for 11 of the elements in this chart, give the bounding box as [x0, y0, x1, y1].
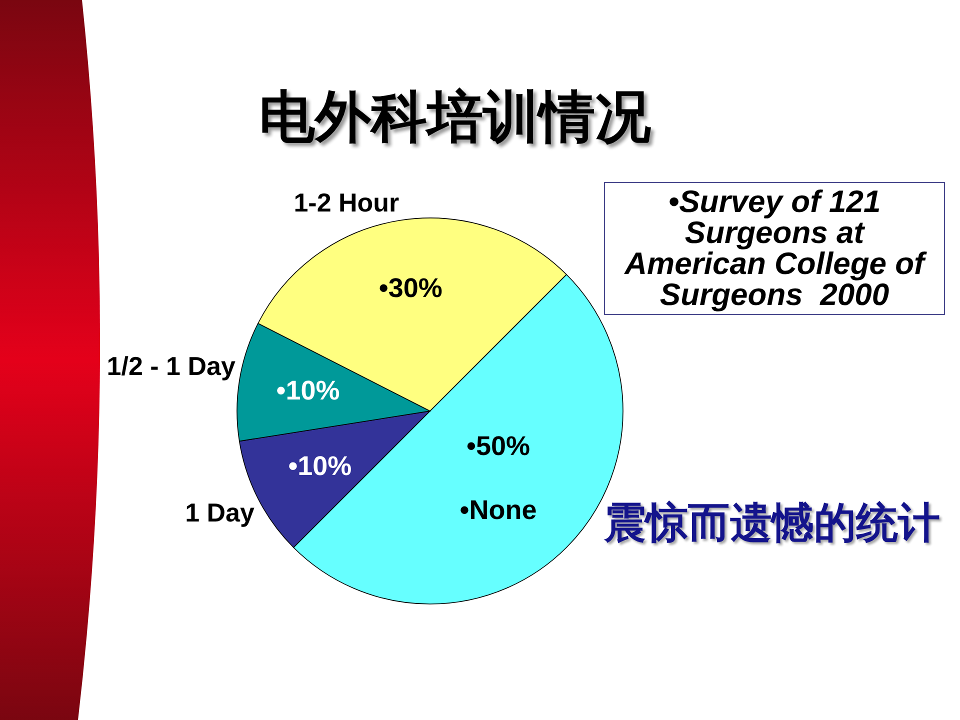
data-label: •50% — [466, 431, 530, 462]
slice-label: 1-2 Hour — [294, 187, 400, 218]
text: •Survey of 121 Surgeons at American College of Surgeons 2000 — [604, 182, 945, 315]
data-label: •30% — [378, 273, 442, 303]
text: 震惊而遗憾的统计 — [602, 498, 941, 548]
data-label: •10% — [288, 451, 352, 482]
slice-label: •None — [460, 495, 537, 526]
chart-title: 电外科培训情况 — [258, 84, 652, 152]
slice-label: 1 Day — [185, 497, 255, 528]
data-label: •10% — [276, 376, 340, 406]
slice-label: 1/2 - 1 Day — [106, 351, 236, 382]
